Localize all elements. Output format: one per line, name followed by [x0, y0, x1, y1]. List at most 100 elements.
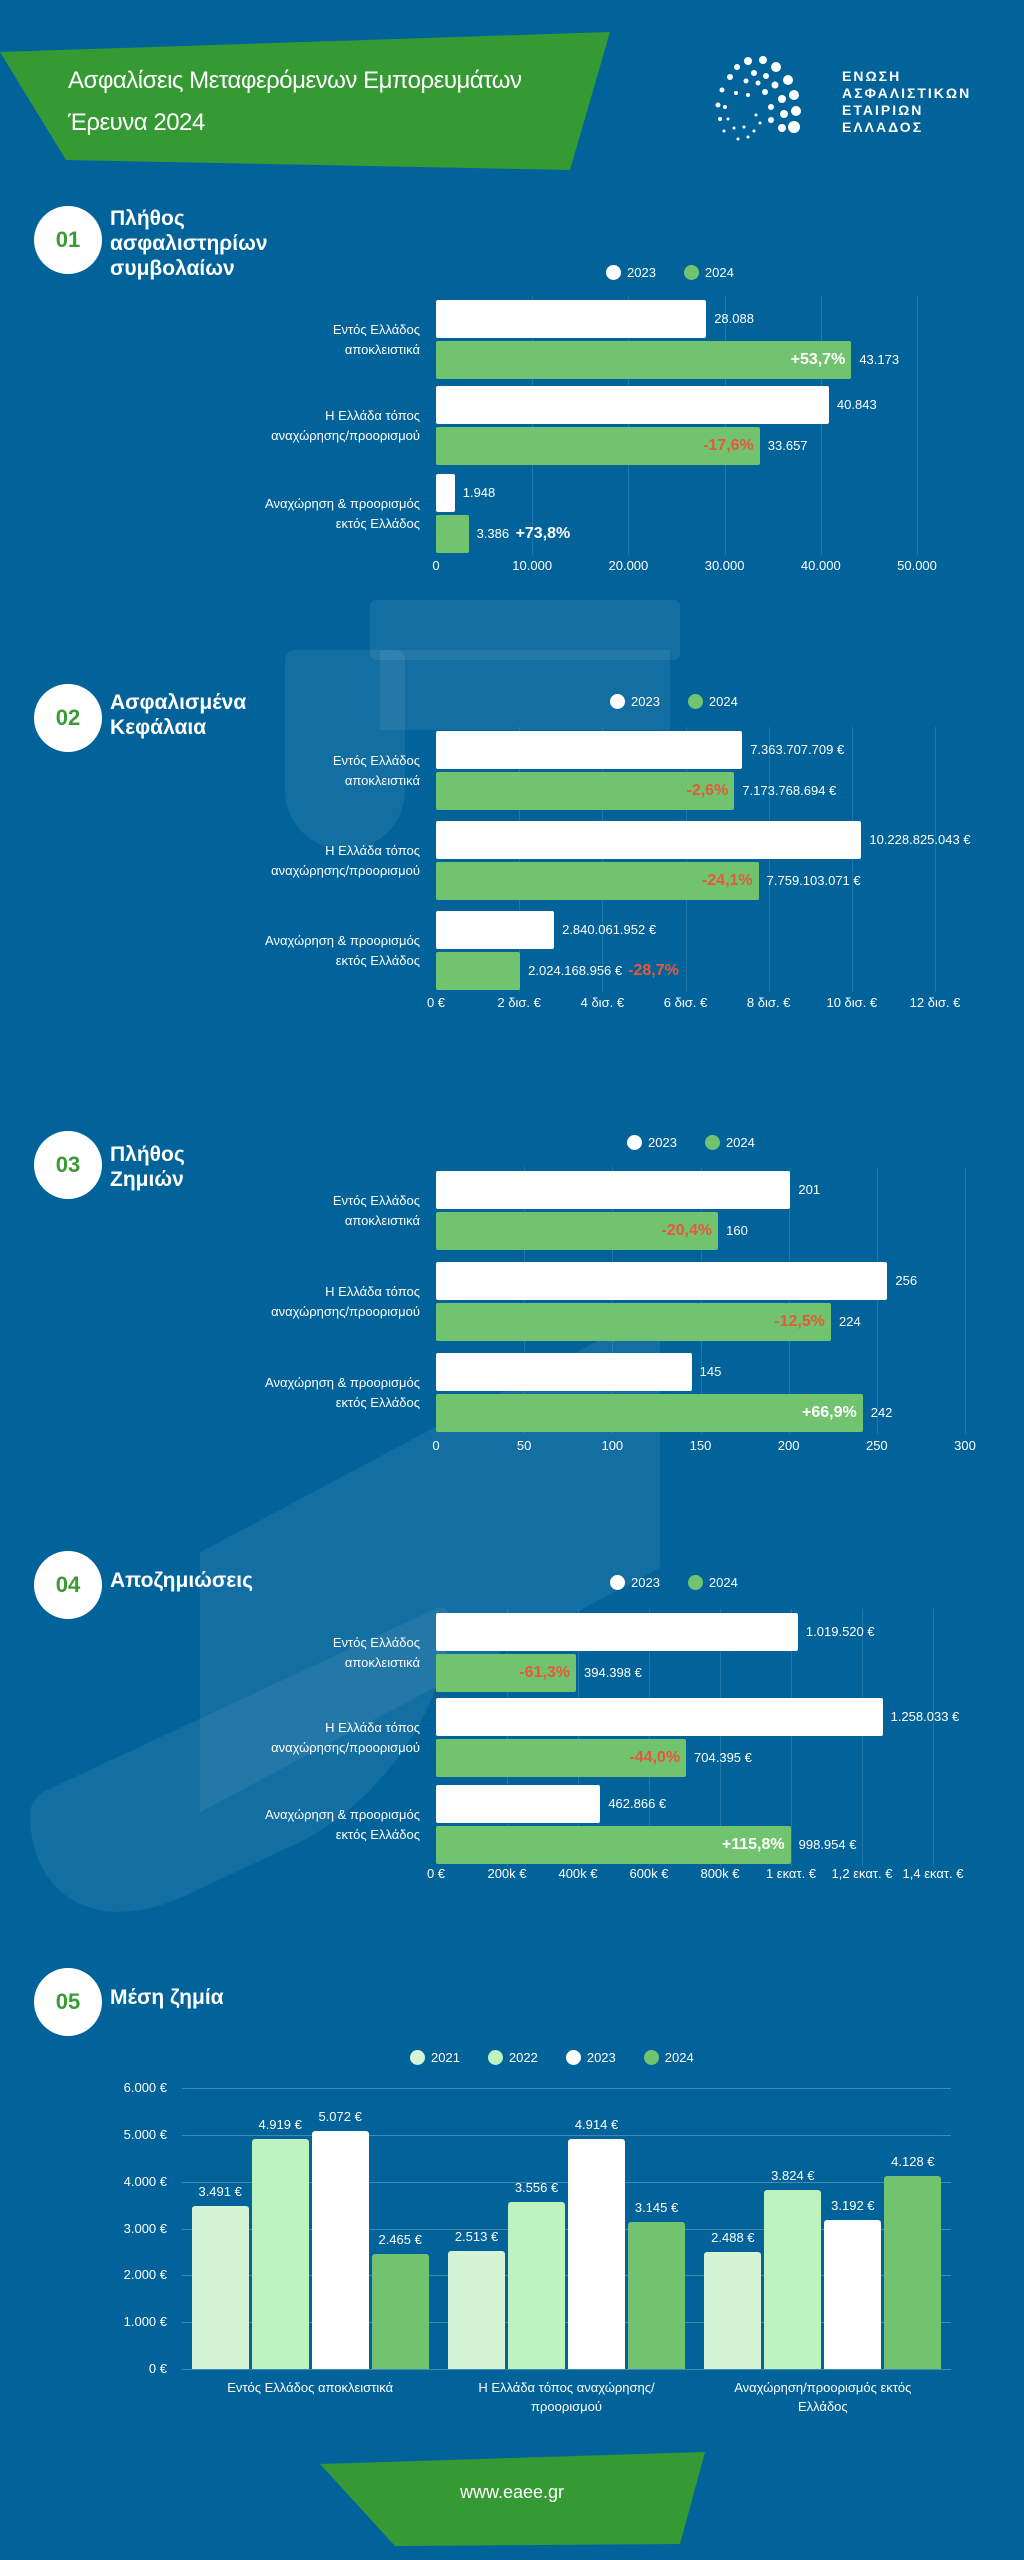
- logo-line: ΑΣΦΑΛΙΣΤΙΚΩΝ: [842, 85, 972, 101]
- legend-dot-icon: [627, 1135, 642, 1150]
- category-label-line: εκτός Ελλάδος: [335, 1395, 420, 1410]
- legend-dot-icon: [565, 2050, 581, 2065]
- x-tick-label: 400k €: [558, 1866, 598, 1881]
- value-label: 4.914 €: [574, 2116, 619, 2132]
- value-label: 3.145 €: [634, 2199, 679, 2215]
- value-label: 145: [699, 1364, 722, 1379]
- background-decoration: [370, 600, 680, 660]
- section-title: Αποζημιώσεις: [110, 1568, 253, 1593]
- category-label: Αναχώρηση & προορισμός εκτός Ελλάδος: [120, 1373, 420, 1413]
- change-percent-label: +73,8%: [515, 525, 571, 542]
- gridline: [935, 727, 936, 992]
- footer-url-link[interactable]: www.eaee.gr: [459, 2482, 565, 2502]
- gridline: [917, 296, 918, 555]
- value-label: 7.363.707.709 €: [750, 742, 845, 757]
- gridline: [768, 727, 770, 992]
- bar-2024: [436, 1739, 687, 1777]
- chart-legend: 2023 2024: [610, 694, 760, 709]
- category-label-line: Η Ελλάδα τόπος: [325, 408, 420, 423]
- change-percent-label: +115,8%: [721, 1836, 785, 1853]
- category-label-line: εκτός Ελλάδος: [335, 516, 420, 531]
- category-label-line: Ελλάδος: [797, 2399, 848, 2414]
- bar-2024: [371, 2253, 429, 2369]
- value-label: 3.824 €: [771, 2167, 815, 2183]
- bar-2024: [436, 427, 760, 465]
- section-title: Ασφαλισμένα Κεφάλαια: [110, 690, 246, 740]
- x-tick-label: 1 εκατ. €: [765, 1866, 817, 1881]
- value-label: 3.556 €: [514, 2180, 559, 2196]
- gridline: [862, 1609, 863, 1866]
- legend-dot-icon: [610, 1575, 625, 1590]
- value-label: 160: [726, 1223, 748, 1238]
- x-tick-label: 10 δισ. €: [826, 995, 878, 1010]
- change-percent-label: -28,7%: [628, 962, 679, 979]
- bar-2023: [436, 1613, 798, 1651]
- bar-2024: [436, 1826, 791, 1864]
- legend-item: 2023: [610, 1575, 660, 1590]
- bar-2023: [436, 1698, 883, 1736]
- gridline: [965, 1167, 966, 1434]
- x-tick-label: 20.000: [608, 558, 649, 573]
- legend-item: 2024: [643, 2050, 694, 2065]
- bar-2023: [436, 300, 707, 338]
- value-label: 2.024.168.956 €: [528, 963, 623, 978]
- y-tick-label: 1.000 €: [123, 2314, 167, 2330]
- title-line-2: Έρευνα 2024: [68, 109, 205, 136]
- category-label: Η Ελλάδα τόπος αναχώρησης/προορισμού: [120, 841, 420, 881]
- value-label: 394.398 €: [584, 1665, 642, 1680]
- gridline: [649, 1609, 650, 1866]
- legend-dot-icon: [687, 1575, 703, 1590]
- value-label: 28.088: [714, 311, 754, 326]
- value-label: 2.840.061.952 €: [562, 922, 657, 937]
- legend-label: 2023: [627, 265, 656, 280]
- section-title-line: Ασφαλισμένα: [110, 691, 247, 714]
- bar-2023: [436, 731, 743, 769]
- x-tick-label: 40.000: [800, 558, 841, 573]
- section-title-line: Πλήθος: [110, 1143, 185, 1166]
- gridline: [182, 2322, 951, 2324]
- bar-2023: [436, 1171, 791, 1209]
- category-label-line: αναχώρησης/προορισμού: [271, 1740, 420, 1755]
- category-label-line: εκτός Ελλάδος: [335, 1827, 420, 1842]
- gridline: [507, 1609, 508, 1866]
- x-tick-label: 2 δισ. €: [497, 995, 541, 1010]
- legend-label: 2024: [664, 2050, 694, 2065]
- gridline: [578, 1609, 579, 1866]
- category-label: Εντός Ελλάδος αποκλειστικά: [120, 1191, 420, 1231]
- gridline: [182, 2088, 951, 2089]
- legend-item: 2024: [687, 694, 738, 709]
- legend-item: 2021: [410, 2050, 460, 2065]
- x-tick-label: 0 €: [426, 995, 446, 1010]
- value-label: 5.072 €: [318, 2109, 362, 2125]
- x-tick-label: 12 δισ. €: [909, 995, 961, 1010]
- value-label: 7.173.768.694 €: [742, 783, 837, 798]
- value-label: 1.019.520 €: [805, 1624, 875, 1639]
- category-label-line: αποκλειστικά: [344, 1655, 420, 1670]
- y-tick-label: 4.000 €: [123, 2173, 167, 2189]
- value-label: 242: [870, 1405, 893, 1420]
- chart-legend: 2023 2024: [610, 1575, 760, 1590]
- page-title: Ασφαλίσεις Μεταφερόμενων Εμπορευμάτων Έρ…: [68, 60, 522, 144]
- category-label-line: αποκλειστικά: [344, 773, 420, 788]
- section-number-badge: 02: [34, 684, 102, 752]
- x-tick-label: 50.000: [897, 558, 937, 573]
- gridline: [182, 2369, 951, 2370]
- bar-2022: [251, 2138, 309, 2369]
- legend-label: 2023: [631, 1575, 660, 1590]
- category-label: Αναχώρηση & προορισμός εκτός Ελλάδος: [120, 931, 420, 971]
- value-label: 2.513 €: [454, 2229, 499, 2245]
- bar-2024: [436, 862, 759, 900]
- value-label: 7.759.103.071 €: [766, 873, 861, 888]
- bar-2023: [436, 1353, 692, 1391]
- x-tick-label: 200k €: [487, 1866, 527, 1881]
- bar-2024: [436, 1654, 576, 1692]
- change-percent-label: -61,3%: [519, 1664, 570, 1681]
- legend-label: 2024: [708, 1575, 738, 1590]
- legend-label: 2021: [431, 2050, 460, 2065]
- legend-item: 2024: [704, 1135, 755, 1150]
- bar-2022: [508, 2202, 565, 2369]
- section-title: Μέση ζημία: [110, 1985, 224, 2010]
- legend-item: 2023: [627, 1135, 677, 1150]
- footer-banner: [320, 2452, 705, 2546]
- bar-2024: [436, 1394, 863, 1432]
